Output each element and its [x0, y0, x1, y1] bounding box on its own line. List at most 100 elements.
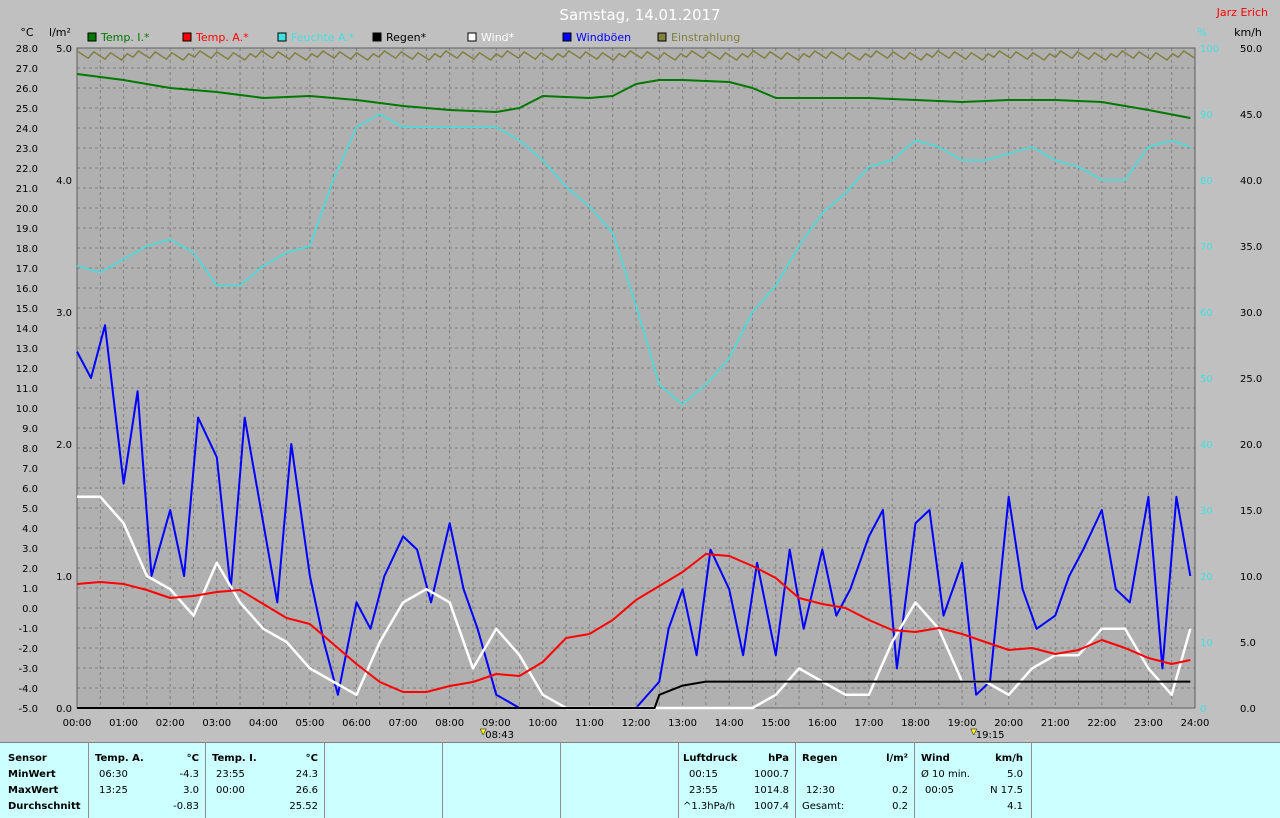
- average-label: Durchschnitt: [8, 801, 81, 812]
- wind-avg10-value: 5.0: [1007, 769, 1023, 780]
- rain-axis-unit: l/m²: [49, 26, 71, 39]
- wind-tick-label: 45.0: [1240, 110, 1262, 121]
- time-tick-label: 11:00: [575, 718, 604, 729]
- time-tick-label: 00:00: [63, 718, 92, 729]
- sun-marker-label: 19:15: [976, 730, 1005, 741]
- temp-tick-label: 13.0: [16, 344, 38, 355]
- temp-axis-unit: °C: [20, 26, 34, 39]
- sun-markers: 08:43 19:15: [479, 728, 1005, 741]
- legend-swatch-sun: [657, 32, 667, 42]
- legend-label-gust: Windböen: [576, 31, 631, 44]
- sun-marker-icon: [479, 728, 487, 736]
- time-tick-label: 19:00: [948, 718, 977, 729]
- humidity-tick-label: 30: [1200, 506, 1213, 517]
- temp-i-unit: °C: [305, 753, 318, 764]
- temp-tick-label: 8.0: [22, 444, 38, 455]
- chart-title: Samstag, 14.01.2017: [559, 6, 720, 24]
- time-tick-label: 01:00: [109, 718, 138, 729]
- series-temp-i: [76, 73, 1191, 119]
- legend-swatch-temp-i: [87, 32, 97, 42]
- grid-lines: [76, 47, 1196, 709]
- legend-swatch-gust: [562, 32, 572, 42]
- legend-label-temp-a: Temp. A.*: [195, 31, 249, 44]
- pressure-min-time: 00:15: [689, 769, 718, 780]
- humidity-tick-label: 0: [1200, 704, 1206, 715]
- temp-a-header: Temp. A.: [95, 753, 144, 764]
- temp-tick-label: 6.0: [22, 484, 38, 495]
- temp-tick-label: 4.0: [22, 524, 38, 535]
- temp-i-avg-value: 25.52: [289, 801, 318, 812]
- time-tick-label: 22:00: [1087, 718, 1116, 729]
- temp-tick-label: 12.0: [16, 364, 38, 375]
- wind-tick-label: 35.0: [1240, 242, 1262, 253]
- time-tick-label: 02:00: [156, 718, 185, 729]
- temp-tick-label: 18.0: [16, 244, 38, 255]
- temp-i-max-value: 26.6: [295, 785, 318, 796]
- series-hum: [76, 113, 1191, 406]
- sun-marker-label: 08:43: [485, 730, 514, 741]
- temp-a-column: Temp. A. °C 06:30 -4.3 13:25 3.0 -0.83: [89, 743, 206, 818]
- temp-tick-label: 21.0: [16, 184, 38, 195]
- legend-label-rain: Regen*: [386, 31, 427, 44]
- humidity-axis-unit: %: [1197, 26, 1207, 39]
- chart-legend: Temp. I.* Temp. A.* Feuchte A.* Regen* Wind*…: [87, 31, 740, 44]
- humidity-tick-label: 70: [1200, 242, 1213, 253]
- temp-tick-label: 3.0: [22, 544, 38, 555]
- wind-header: Wind: [921, 753, 950, 764]
- wind-avg-value: 4.1: [1007, 801, 1023, 812]
- temp-tick-label: 9.0: [22, 424, 38, 435]
- temp-i-header: Temp. I.: [212, 753, 257, 764]
- time-tick-label: 06:00: [342, 718, 371, 729]
- time-tick-label: 13:00: [668, 718, 697, 729]
- humidity-tick-label: 50: [1200, 374, 1213, 385]
- min-label: MinWert: [8, 769, 56, 780]
- rain-unit: l/m²: [886, 753, 908, 764]
- time-tick-label: 07:00: [389, 718, 418, 729]
- time-tick-label: 10:00: [528, 718, 557, 729]
- temp-a-avg-value: -0.83: [173, 801, 199, 812]
- temp-tick-label: 25.0: [16, 104, 38, 115]
- rain-tick-label: 2.0: [56, 440, 72, 451]
- temp-tick-label: 5.0: [22, 504, 38, 515]
- wind-tick-label: 25.0: [1240, 374, 1262, 385]
- legend-swatch-wind: [467, 32, 477, 42]
- rain-tick-label: 1.0: [56, 572, 72, 583]
- wind-tick-label: 0.0: [1240, 704, 1256, 715]
- humidity-tick-label: 90: [1200, 110, 1213, 121]
- temp-i-min-value: 24.3: [295, 769, 318, 780]
- author-label: Jarz Erich: [1216, 6, 1268, 19]
- time-tick-label: 23:00: [1134, 718, 1163, 729]
- temp-tick-label: 27.0: [16, 64, 38, 75]
- time-tick-label: 18:00: [901, 718, 930, 729]
- temp-tick-label: 24.0: [16, 124, 38, 135]
- wind-unit: km/h: [995, 753, 1023, 764]
- humidity-tick-label: 40: [1200, 440, 1213, 451]
- legend-label-hum: Feuchte A.*: [291, 31, 355, 44]
- empty-column-3: [561, 743, 679, 818]
- time-tick-label: 09:00: [482, 718, 511, 729]
- temp-tick-label: -5.0: [18, 704, 38, 715]
- rain-tick-label: 4.0: [56, 176, 72, 187]
- temp-tick-label: 17.0: [16, 264, 38, 275]
- temp-tick-label: 7.0: [22, 464, 38, 475]
- temp-tick-label: 2.0: [22, 564, 38, 575]
- legend-label-temp-i: Temp. I.*: [100, 31, 150, 44]
- pressure-max-value: 1014.8: [754, 785, 789, 796]
- pressure-column: Luftdruck hPa 00:15 1000.7 23:55 1014.8 ^1.…: [679, 743, 796, 818]
- pressure-min-value: 1000.7: [754, 769, 789, 780]
- time-tick-label: 21:00: [1041, 718, 1070, 729]
- temp-tick-label: 19.0: [16, 224, 38, 235]
- wind-tick-label: 40.0: [1240, 176, 1262, 187]
- wind-column: Wind km/h Ø 10 min. 5.0 00:05 N 17.5 4.1: [915, 743, 1032, 818]
- temp-tick-label: 28.0: [16, 44, 38, 55]
- legend-label-sun: Einstrahlung: [671, 31, 740, 44]
- sensor-header: Sensor: [8, 753, 47, 764]
- rain-tick-label: 5.0: [56, 44, 72, 55]
- humidity-tick-label: 60: [1200, 308, 1213, 319]
- rain-total-value: 0.2: [892, 801, 908, 812]
- temp-a-min-value: -4.3: [179, 769, 199, 780]
- sensor-column: Sensor MinWert MaxWert Durchschnitt: [0, 743, 89, 818]
- series-group: [76, 50, 1196, 710]
- time-tick-label: 15:00: [761, 718, 790, 729]
- time-tick-label: 20:00: [994, 718, 1023, 729]
